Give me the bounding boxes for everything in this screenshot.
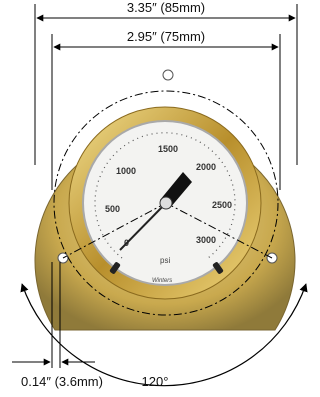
dial-label: 2500 [212,200,232,210]
dimension-label: 2.95″ (75mm) [127,29,205,44]
gauge-drawing: 0 500 1000 1500 2000 2500 3000 psi Winte… [0,0,310,397]
dial-label: 3000 [196,235,216,245]
angle-label: 120° [142,374,169,389]
dial-unit: psi [160,256,170,265]
dimension-label: 0.14″ (3.6mm) [21,374,103,389]
dial-label: 1000 [116,166,136,176]
dial-label: 2000 [196,162,216,172]
dial-label: 1500 [158,144,178,154]
hub [160,197,172,209]
page: 0 500 1000 1500 2000 2500 3000 psi Winte… [0,0,320,397]
bolt-hole [163,70,173,80]
dimension-label: 3.35″ (85mm) [127,0,205,15]
dial-label: 500 [105,204,120,214]
brand: Winters [152,278,172,284]
